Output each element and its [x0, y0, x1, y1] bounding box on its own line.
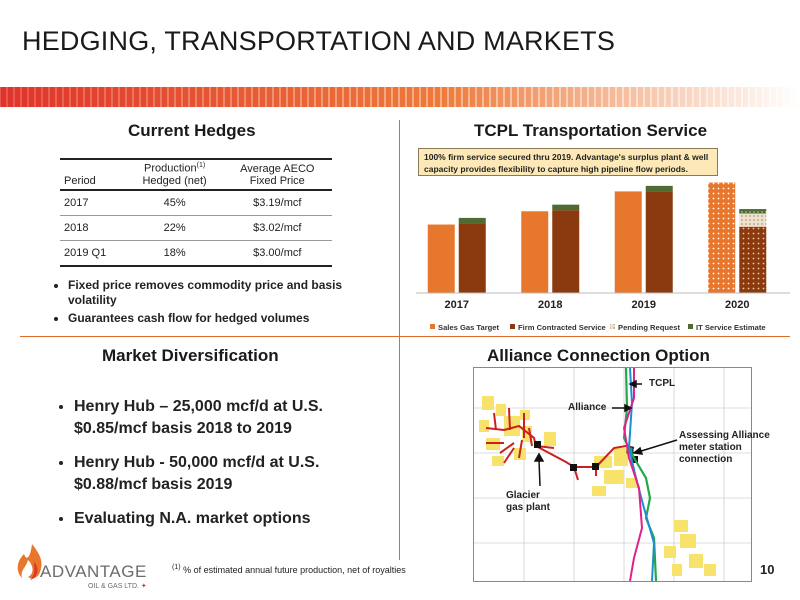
bar-sales-gas-target-2018	[521, 211, 549, 293]
bar-firm-contracted-2017	[458, 223, 486, 293]
list-item: Henry Hub - 50,000 mcf/d at U.S. $0.88/m…	[74, 452, 374, 496]
table-row: 2018 22% $3.02/mcf	[60, 215, 332, 241]
legend-label: Firm Contracted Service	[518, 323, 606, 332]
advantage-logo: ADVANTAGE OIL & GAS LTD. ✦	[14, 540, 164, 596]
brand-name: ADVANTAGE	[40, 562, 147, 581]
label-assessing: Assessing Alliance meter station connect…	[679, 430, 770, 465]
legend-swatch	[688, 324, 693, 329]
land-parcels	[479, 396, 716, 576]
x-tick-label: 2019	[632, 299, 656, 311]
label-alliance: Alliance	[568, 402, 607, 413]
list-item: Evaluating N.A. market options	[74, 508, 374, 530]
map-graphic	[474, 367, 751, 582]
bar-it-service-2017	[458, 217, 486, 224]
bar-sales-gas-target-2019	[614, 191, 642, 293]
bar-sales-gas-target-2017	[427, 224, 455, 293]
bar-firm-contracted-2019	[645, 191, 673, 293]
col-period: Period	[64, 174, 96, 187]
legend-swatch	[610, 324, 615, 329]
hedges-table: Period Production(1) Hedged (net) Averag…	[60, 158, 332, 267]
legend-label: Sales Gas Target	[438, 323, 500, 332]
list-item: Guarantees cash flow for hedged volumes	[68, 311, 388, 326]
bar-pending-request-2020	[739, 213, 767, 227]
page-number: 10	[760, 562, 775, 577]
legend-label: IT Service Estimate	[696, 323, 766, 332]
bar-it-service-2018	[552, 204, 580, 211]
bar-firm-contracted-2020	[739, 226, 767, 293]
legend-swatch	[430, 324, 435, 329]
x-tick-label: 2017	[445, 299, 469, 311]
tcpl-heading: TCPL Transportation Service	[474, 121, 708, 140]
bar-firm-contracted-2018	[552, 210, 580, 293]
list-item: Fixed price removes commodity price and …	[68, 278, 388, 308]
bar-it-service-2020	[739, 209, 767, 214]
col-price: Average AECO Fixed Price	[240, 162, 315, 187]
alliance-line	[622, 368, 644, 582]
glacier-plant-marker	[534, 441, 541, 448]
tcpl-green-line	[622, 367, 658, 582]
table-row: 2019 Q1 18% $3.00/mcf	[60, 240, 332, 267]
table-row: 2017 45% $3.19/mcf	[60, 189, 332, 216]
market-diversification-heading: Market Diversification	[102, 346, 279, 365]
col-production: Production(1) Hedged (net)	[142, 162, 207, 187]
legend-swatch	[510, 324, 515, 329]
label-glacier: Glacier gas plant	[506, 490, 550, 513]
label-tcpl: TCPL	[649, 378, 676, 389]
tcpl-bar-chart: 2017 2018 2019 2020 Sales Gas Target Firm Co…	[416, 182, 790, 332]
market-bullets: Henry Hub – 25,000 mcf/d at U.S. $0.85/m…	[52, 396, 374, 542]
alliance-heading: Alliance Connection Option	[487, 346, 710, 365]
horizontal-divider	[20, 336, 790, 337]
vertical-divider	[399, 120, 400, 560]
alliance-map: TCPL Alliance Assessing Alliance meter s…	[473, 367, 770, 582]
x-tick-label: 2018	[538, 299, 562, 311]
list-item: Henry Hub – 25,000 mcf/d at U.S. $0.85/m…	[74, 396, 374, 440]
page-title: HEDGING, TRANSPORTATION AND MARKETS	[22, 26, 616, 56]
current-hedges-heading: Current Hedges	[128, 121, 256, 140]
legend-label: Pending Request	[618, 323, 680, 332]
hedge-bullets: Fixed price removes commodity price and …	[50, 278, 388, 329]
brand-sub: OIL & GAS LTD. ✦	[88, 583, 147, 590]
bar-sales-gas-target-2020	[708, 182, 736, 293]
footnote: (1) % of estimated annual future product…	[172, 564, 406, 575]
tcpl-callout: 100% firm service secured thru 2019. Adv…	[418, 148, 718, 176]
x-tick-label: 2020	[725, 299, 749, 311]
bar-it-service-2019	[645, 185, 673, 192]
header-stripe	[0, 87, 800, 107]
flame-icon	[17, 544, 42, 580]
